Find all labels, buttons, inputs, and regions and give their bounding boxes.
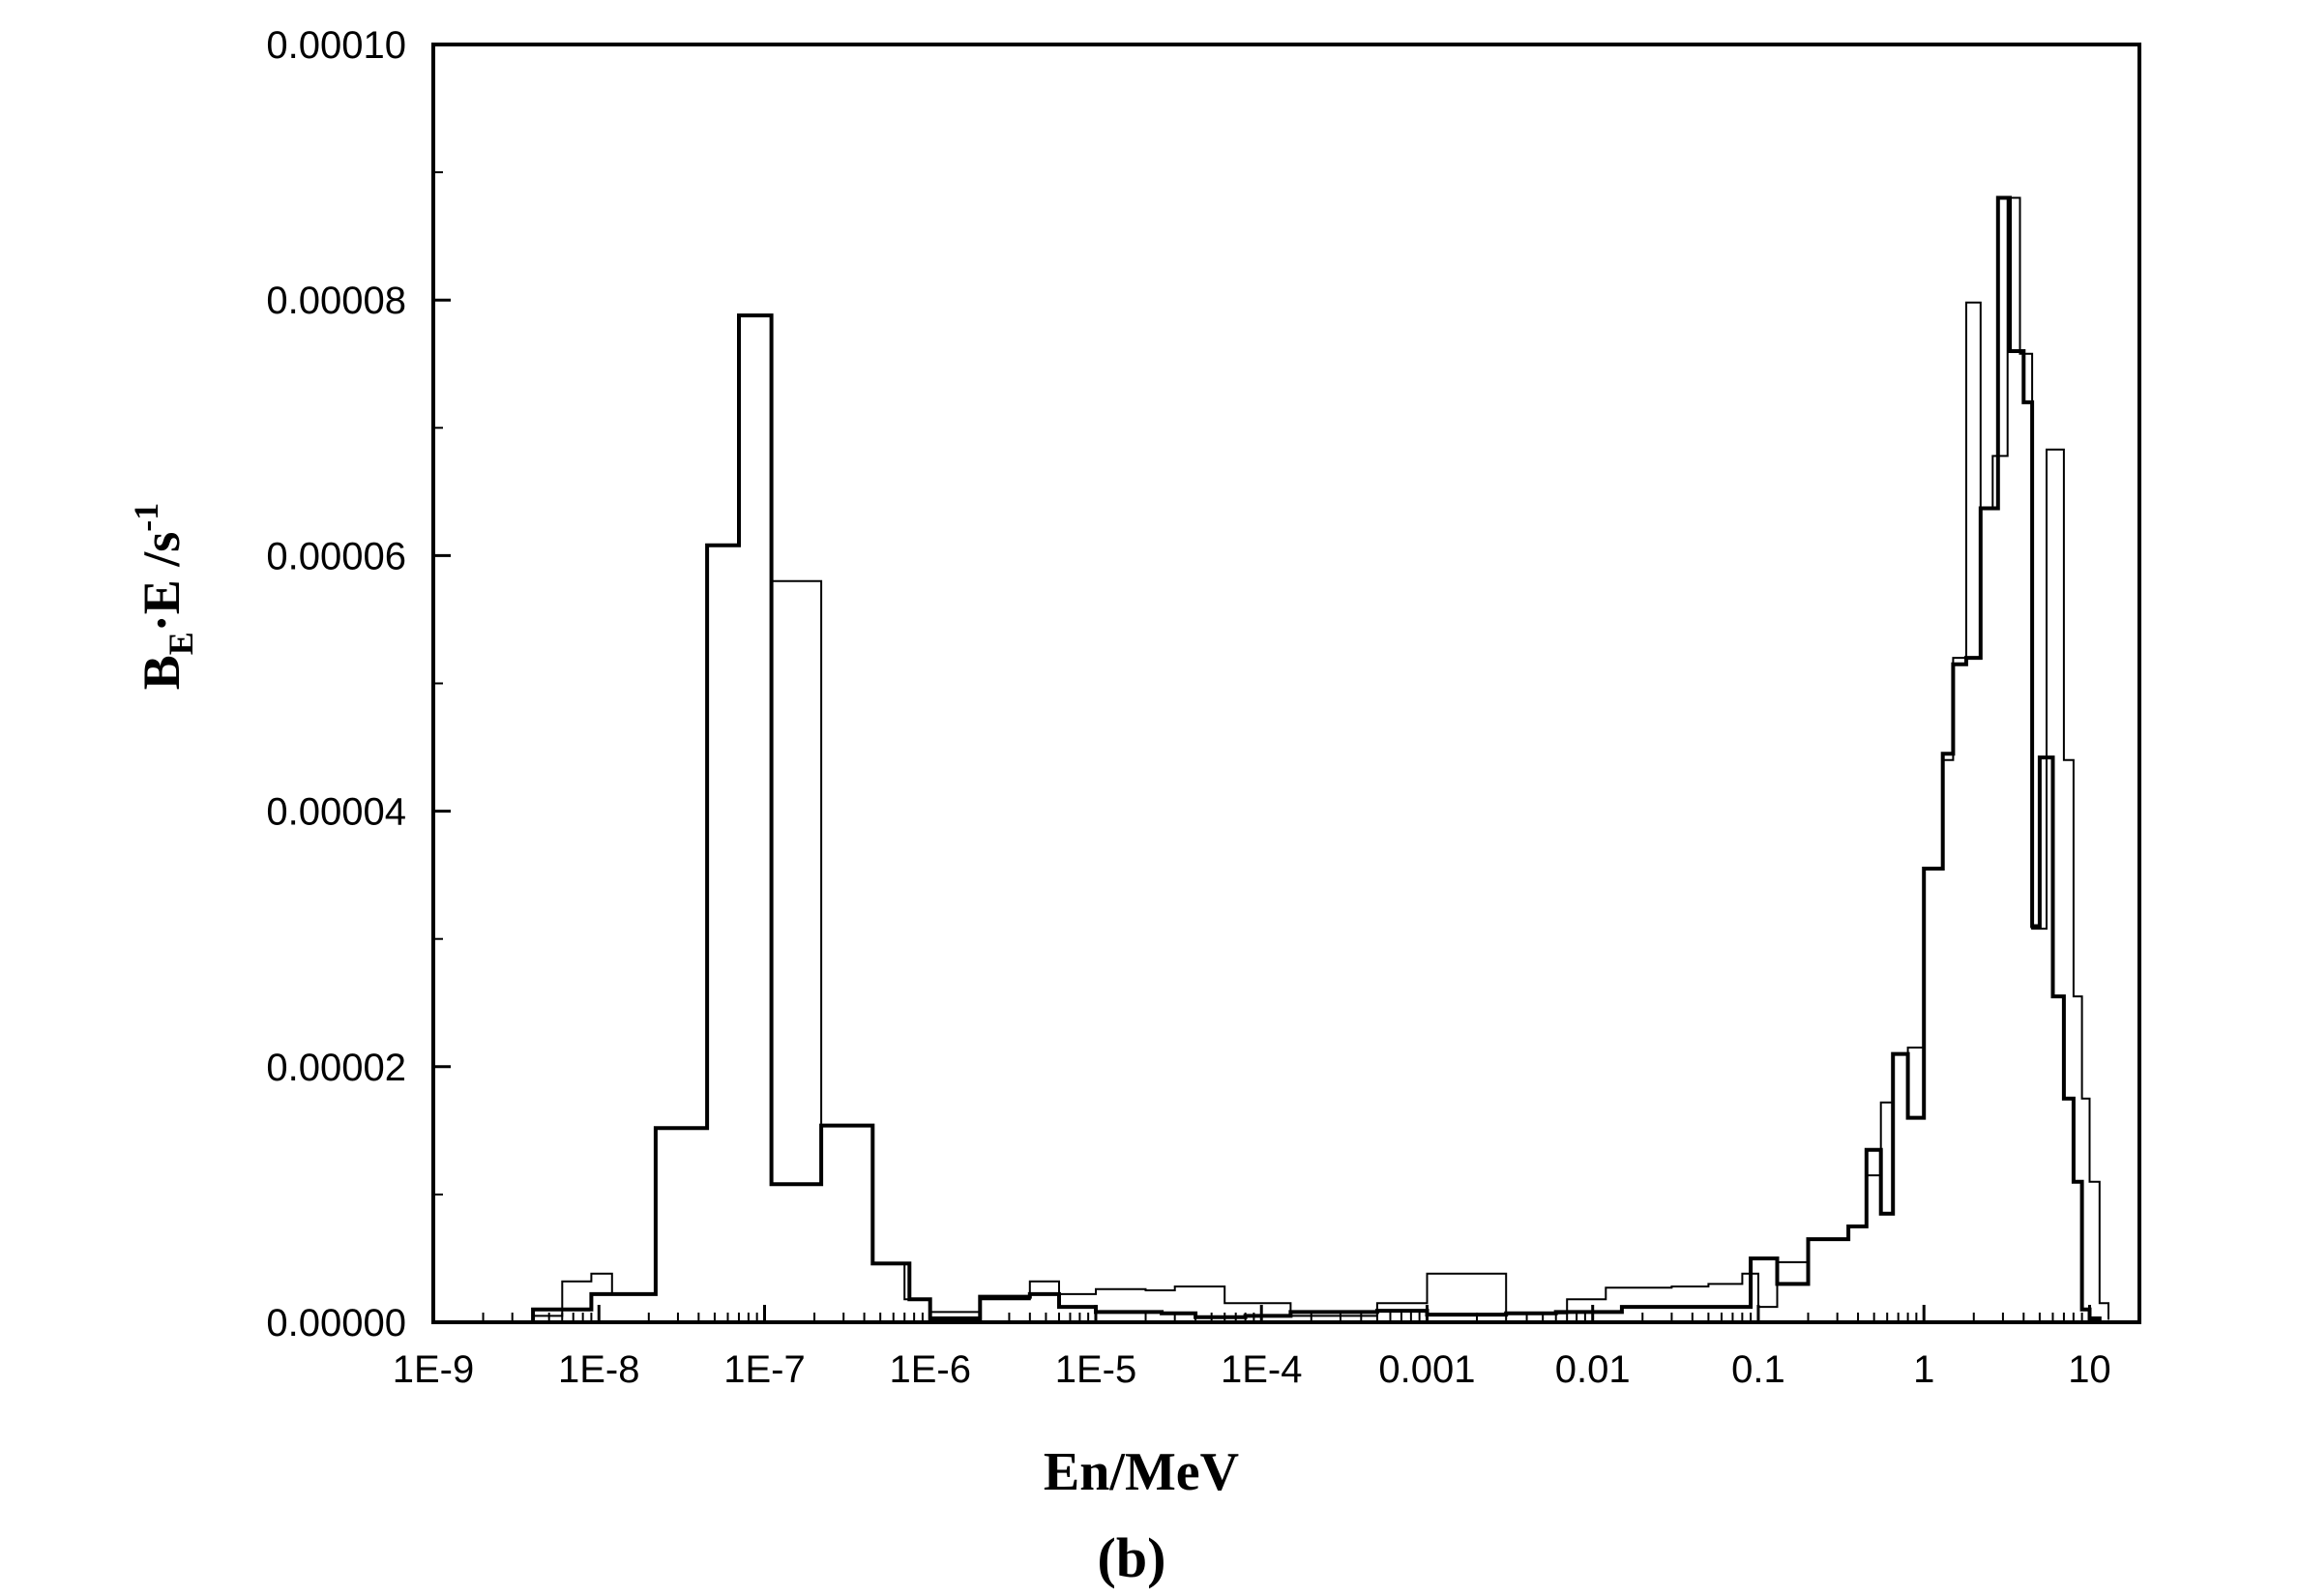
x-tick-label: 1E-9	[393, 1348, 475, 1391]
y-axis-title-sub: E	[162, 632, 200, 655]
x-tick-label: 0.1	[1731, 1348, 1785, 1391]
y-tick-label: 0.00002	[266, 1047, 406, 1089]
y-axis-title-sup: -1	[127, 503, 165, 532]
y-axis-title-base: B	[133, 655, 191, 690]
panel-label: (b)	[1098, 1526, 1166, 1589]
y-tick-label: 0.00004	[266, 791, 406, 834]
x-tick-label: 1E-7	[723, 1348, 806, 1391]
series-line-2	[532, 196, 2109, 1322]
series-group	[531, 195, 2109, 1322]
y-axis-title: BE·E /s-1	[127, 503, 200, 691]
x-tick-label: 1E-4	[1221, 1348, 1303, 1391]
plot-frame	[431, 43, 2141, 1324]
y-tick-label: 0.00006	[266, 535, 406, 577]
y-tick-label: 0.00008	[266, 280, 406, 322]
x-tick-label: 1E-8	[558, 1348, 640, 1391]
y-tick-label: 0.00000	[266, 1302, 406, 1345]
x-tick-label: 1E-6	[889, 1348, 971, 1391]
x-axis-title: En/MeV	[1044, 1442, 1239, 1502]
y-axis-title-mid: ·E /s	[133, 532, 191, 633]
x-tick-label: 1E-5	[1055, 1348, 1137, 1391]
x-tick-label: 0.01	[1555, 1348, 1631, 1391]
x-tick-label: 10	[2068, 1348, 2111, 1391]
y-axis: 0.00000 0.00002 0.00004 0.00006 0.00008 0.000…	[266, 24, 451, 1345]
x-tick-label: 0.001	[1378, 1348, 1475, 1391]
x-tick-label: 1	[1913, 1348, 1934, 1391]
x-axis: 1E-9 1E-8 1E-7 1E-6 1E-5 1E-4 0.001 0.01 0.1 1 10	[393, 1305, 2111, 1391]
y-tick-label: 0.00010	[266, 24, 406, 67]
